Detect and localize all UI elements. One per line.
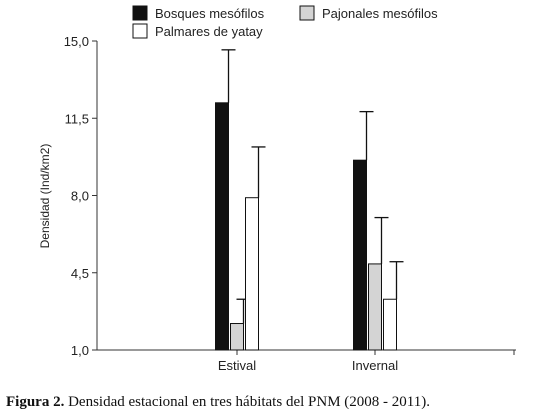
figure-caption: Figura 2. Densidad estacional en tres há… [6,394,546,411]
caption-label: Figura 2. [6,394,65,410]
legend-swatch-bosques-mes-filos [132,5,148,21]
bar-palmares-de-yatay-estival [245,197,259,351]
y-axis-title: Densidad (Ind/km2) [38,144,52,249]
legend-label-palmares-de-yatay: Palmares de yatay [155,24,263,39]
bar-pajonales-mes-filos-invernal [368,263,382,351]
legend-label-pajonales-mes-filos: Pajonales mesófilos [322,6,438,21]
bar-pajonales-mes-filos-estival [230,323,244,351]
y-tick-label: 11,5 [65,111,89,126]
bar-palmares-de-yatay-invernal [383,298,397,351]
y-tick-label: 15,0 [64,34,89,49]
caption-text: Densidad estacional en tres hábitats del… [68,394,430,410]
y-tick-label: 1,0 [71,343,89,358]
legend-label-bosques-mes-filos: Bosques mesófilos [155,6,265,21]
bar-bosques-mes-filos-invernal [353,159,367,351]
x-tick-label: Estival [218,358,256,373]
y-tick-label: 8,0 [71,189,89,204]
bar-bosques-mes-filos-estival [215,102,229,351]
x-tick-label: Invernal [352,358,398,373]
legend-swatch-palmares-de-yatay [132,23,148,39]
y-tick-label: 4,5 [71,266,89,281]
chart: 1,0 4,5 8,0 11,5 15,0 Densidad (Ind/km2) Estiv… [38,5,516,373]
legend-swatch-pajonales-mes-filos [299,5,315,21]
